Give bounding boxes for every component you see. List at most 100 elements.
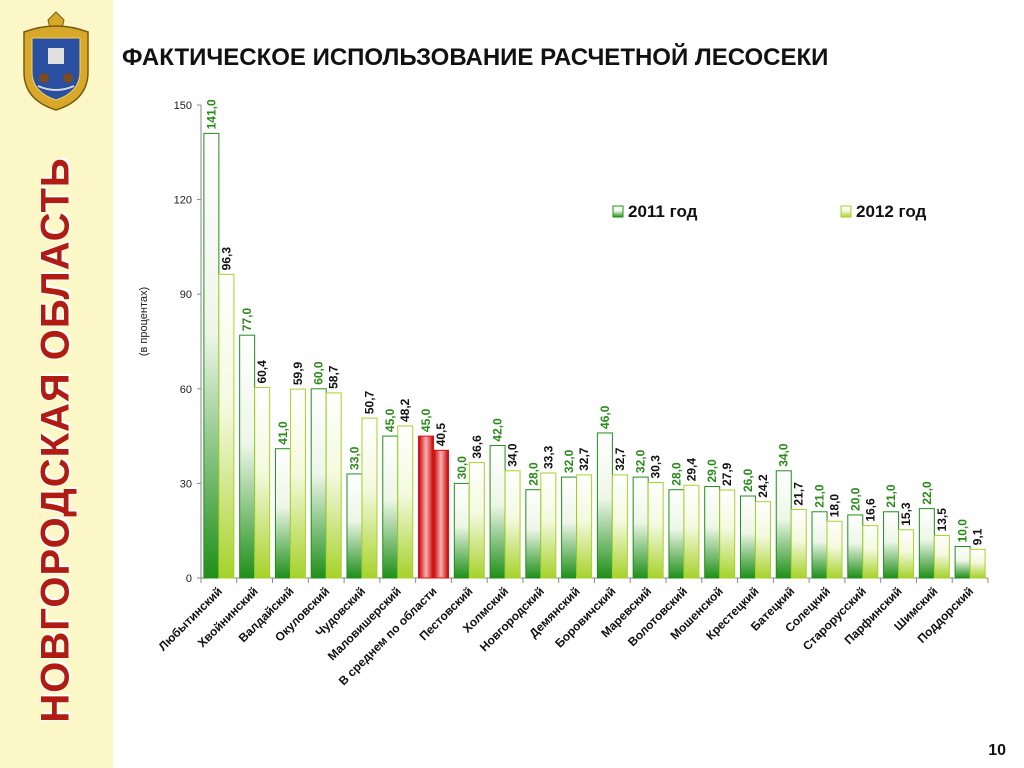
bar-2011-14 bbox=[668, 489, 685, 579]
page-number: 10 bbox=[988, 742, 1006, 759]
value-label-2012-8: 36,6 bbox=[470, 435, 484, 459]
bar-2011-11 bbox=[561, 476, 578, 579]
bar-2011-9 bbox=[489, 445, 506, 579]
bar-2012-3 bbox=[289, 388, 306, 579]
bar-2012-1 bbox=[218, 273, 235, 579]
value-label-2012-7: 40,5 bbox=[434, 423, 448, 447]
bar-2011-17 bbox=[775, 470, 792, 579]
value-label-2011-3: 41,0 bbox=[276, 421, 290, 445]
value-label-2011-1: 141,0 bbox=[204, 99, 218, 129]
value-label-2012-14: 29,4 bbox=[684, 458, 698, 482]
value-label-2011-14: 28,0 bbox=[669, 462, 683, 486]
value-label-2011-4: 60,0 bbox=[312, 361, 326, 385]
value-label-2012-20: 15,3 bbox=[899, 502, 913, 526]
y-tick-label: 150 bbox=[174, 100, 192, 112]
bar-2012-10 bbox=[540, 472, 557, 579]
value-label-2012-11: 32,7 bbox=[577, 447, 591, 471]
value-label-2012-2: 60,4 bbox=[255, 360, 269, 384]
value-label-2012-21: 13,5 bbox=[935, 508, 949, 532]
sidebar: НОВГОРОДСКАЯ ОБЛАСТЬ bbox=[0, 0, 113, 768]
legend-swatch-2012 bbox=[840, 205, 852, 218]
bar-2012-13 bbox=[647, 481, 664, 579]
slide-title: ФАКТИЧЕСКОЕ ИСПОЛЬЗОВАНИЕ РАСЧЕТНОЙ ЛЕСО… bbox=[122, 44, 829, 71]
value-label-2011-16: 26,0 bbox=[741, 468, 755, 492]
value-label-2012-9: 34,0 bbox=[506, 443, 520, 467]
category-label-1: Любытинский bbox=[156, 584, 225, 653]
bar-2011-19 bbox=[847, 514, 864, 579]
value-label-2011-2: 77,0 bbox=[240, 308, 254, 332]
bar-2011-16 bbox=[739, 495, 756, 579]
value-label-2012-4: 58,7 bbox=[327, 365, 341, 389]
bar-2012-14 bbox=[683, 484, 700, 579]
bar-2012-5 bbox=[361, 417, 378, 579]
value-label-2011-18: 21,0 bbox=[813, 484, 827, 508]
value-label-2011-22: 10,0 bbox=[956, 519, 970, 543]
bar-2012-7 bbox=[433, 449, 450, 579]
value-label-2012-3: 59,9 bbox=[291, 361, 305, 385]
legend-swatch-2011 bbox=[612, 205, 624, 218]
bar-2011-10 bbox=[525, 489, 542, 579]
bar-2012-2 bbox=[254, 387, 271, 579]
legend-label-2012: 2012 год bbox=[856, 202, 927, 221]
bar-2011-3 bbox=[274, 448, 291, 579]
bar-2011-22 bbox=[954, 545, 971, 579]
value-label-2011-15: 29,0 bbox=[705, 459, 719, 483]
region-label: НОВГОРОДСКАЯ ОБЛАСТЬ bbox=[33, 157, 78, 723]
value-label-2011-7: 45,0 bbox=[419, 408, 433, 432]
value-label-2012-6: 48,2 bbox=[398, 398, 412, 422]
bar-2012-8 bbox=[468, 462, 485, 579]
value-label-2011-6: 45,0 bbox=[383, 408, 397, 432]
bar-2011-5 bbox=[346, 473, 363, 579]
value-label-2012-1: 96,3 bbox=[219, 247, 233, 271]
bar-2012-20 bbox=[898, 529, 915, 579]
value-label-2012-19: 16,6 bbox=[863, 498, 877, 522]
value-label-2012-17: 21,7 bbox=[792, 482, 806, 506]
bar-2011-18 bbox=[811, 511, 828, 579]
value-label-2012-12: 32,7 bbox=[613, 447, 627, 471]
bar-2012-6 bbox=[397, 425, 414, 579]
value-label-2011-10: 28,0 bbox=[526, 462, 540, 486]
y-tick-label: 90 bbox=[180, 289, 192, 301]
bar-2011-8 bbox=[453, 482, 470, 579]
bar-2011-4 bbox=[310, 388, 327, 579]
bar-chart: 0 30 60 90 120 150 (в процентах) 141,0 96,3 77,0… bbox=[138, 99, 989, 688]
value-label-2011-17: 34,0 bbox=[777, 443, 791, 467]
value-label-2011-5: 33,0 bbox=[347, 446, 361, 470]
coat-of-arms-icon bbox=[23, 11, 89, 111]
value-label-2011-21: 22,0 bbox=[920, 481, 934, 505]
y-tick-label: 60 bbox=[180, 384, 192, 396]
bar-2011-12 bbox=[596, 432, 613, 579]
value-label-2011-13: 32,0 bbox=[634, 449, 648, 473]
value-label-2012-18: 18,0 bbox=[828, 494, 842, 518]
bar-2012-4 bbox=[325, 392, 342, 579]
bar-2012-9 bbox=[504, 470, 521, 579]
bar-2011-7 bbox=[418, 435, 435, 579]
category-label-19: Старорусский bbox=[800, 584, 869, 653]
bar-2011-21 bbox=[918, 508, 935, 579]
bar-2011-13 bbox=[632, 476, 649, 579]
bar-2012-11 bbox=[576, 474, 593, 579]
y-tick-label: 30 bbox=[180, 478, 192, 490]
value-label-2011-9: 42,0 bbox=[491, 418, 505, 442]
legend-label-2011: 2011 год bbox=[628, 202, 698, 221]
bar-2011-20 bbox=[883, 511, 900, 579]
bar-2012-17 bbox=[790, 509, 807, 579]
value-label-2012-10: 33,3 bbox=[541, 445, 555, 469]
value-label-2012-13: 30,3 bbox=[649, 455, 663, 479]
bar-2012-21 bbox=[933, 534, 950, 579]
bar-2012-16 bbox=[754, 501, 771, 579]
value-label-2011-11: 32,0 bbox=[562, 449, 576, 473]
value-label-2011-19: 20,0 bbox=[848, 487, 862, 511]
bar-2012-22 bbox=[969, 548, 986, 579]
bar-2012-15 bbox=[719, 489, 736, 579]
bar-2011-6 bbox=[382, 435, 399, 579]
bar-2012-12 bbox=[611, 474, 628, 579]
y-tick-label: 0 bbox=[186, 573, 192, 585]
value-label-2012-15: 27,9 bbox=[720, 462, 734, 486]
bar-2012-19 bbox=[862, 525, 879, 579]
bar-2011-15 bbox=[704, 486, 721, 579]
value-label-2011-8: 30,0 bbox=[455, 456, 469, 480]
value-label-2011-20: 21,0 bbox=[884, 484, 898, 508]
y-tick-label: 120 bbox=[174, 195, 192, 207]
bar-2011-2 bbox=[239, 334, 256, 579]
